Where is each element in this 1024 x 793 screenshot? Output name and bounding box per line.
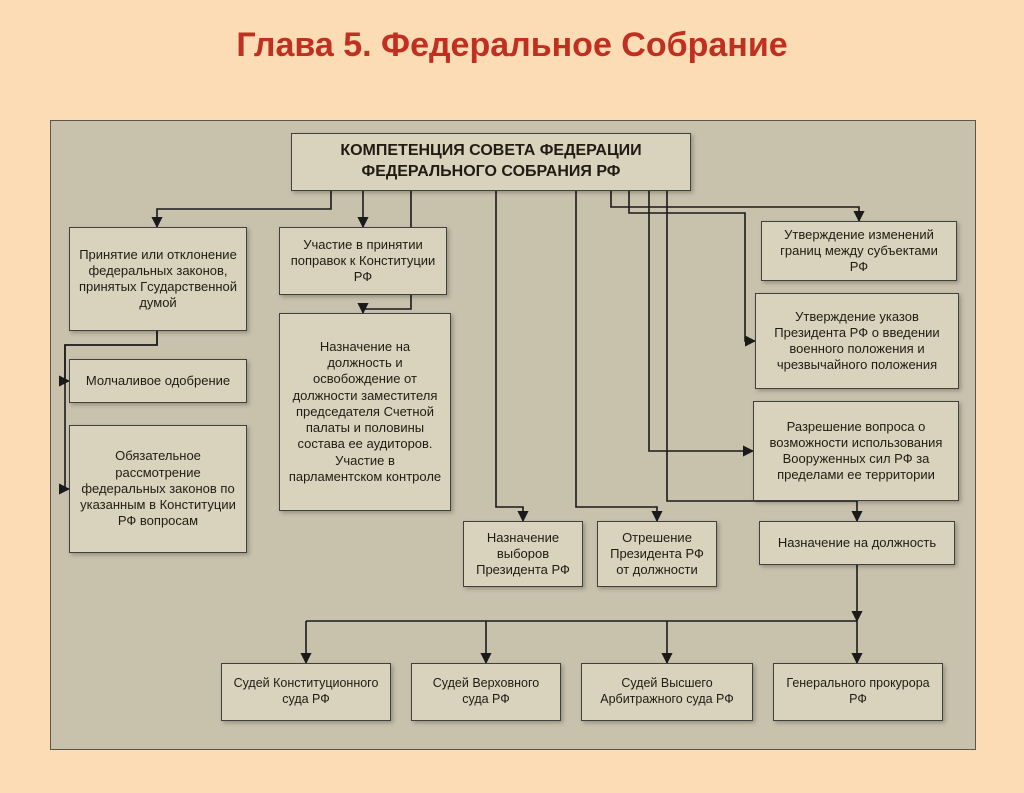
node-n4: Утверждение указов Президента РФ о вве­д… [755, 293, 959, 389]
node-n6: Молчаливое одобрение [69, 359, 247, 403]
node-n5: Назначение на должность и освобождение о… [279, 313, 451, 511]
diagram-canvas: КОМПЕТЕНЦИЯ СОВЕТА ФЕДЕРАЦИИ ФЕДЕРАЛЬНОГ… [50, 120, 976, 750]
node-n2: Участие в принятии поправок к Конституци… [279, 227, 447, 295]
node-n7: Обязательное рассмотрение федеральных за… [69, 425, 247, 553]
node-n10: Отрешение Президента РФ от должности [597, 521, 717, 587]
node-root: КОМПЕТЕНЦИЯ СОВЕТА ФЕДЕРАЦИИ ФЕДЕРАЛЬНОГ… [291, 133, 691, 191]
node-b3: Судей Высшего Арбитражного суда РФ [581, 663, 753, 721]
page-title: Глава 5. Федеральное Собрание [0, 26, 1024, 65]
node-n1: Принятие или отклонение федеральных зако… [69, 227, 247, 331]
node-b4: Генерального прокурора РФ [773, 663, 943, 721]
node-b2: Судей Верховного суда РФ [411, 663, 561, 721]
node-n8: Разрешение вопроса о возможности использ… [753, 401, 959, 501]
node-n3: Утверждение изменений границ между субъе… [761, 221, 957, 281]
node-b1: Судей Конституционного суда РФ [221, 663, 391, 721]
node-n9: Назначение выборов Президента РФ [463, 521, 583, 587]
node-n11: Назначение на должность [759, 521, 955, 565]
